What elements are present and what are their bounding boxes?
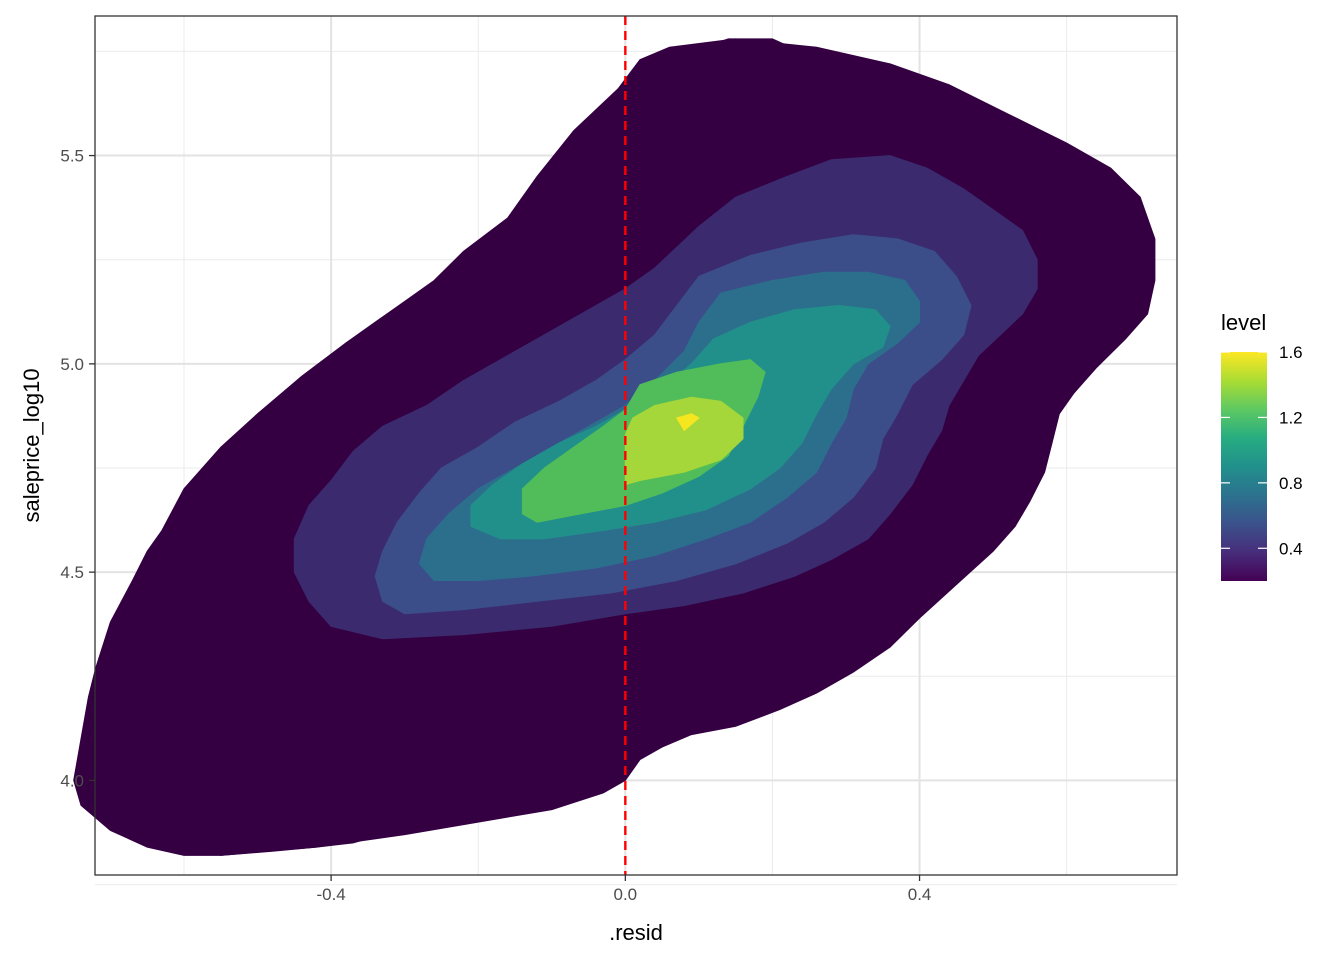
y-tick-label: 4.0 (60, 771, 84, 790)
legend-tick-label: 0.8 (1279, 474, 1303, 493)
x-tick-label: 0.4 (908, 885, 932, 904)
y-axis-title: saleprice_log10 (19, 368, 44, 522)
panel-border (94, 15, 1178, 876)
y-axis: 4.0 4.5 5.0 5.5 (60, 147, 95, 790)
legend-tick-label: 1.2 (1279, 408, 1303, 427)
x-axis: -0.4 0.0 0.4 (316, 875, 931, 904)
legend-title: level (1221, 310, 1266, 335)
contour-band-level-1 (809, 325, 825, 332)
y-tick-label: 5.5 (60, 147, 84, 166)
x-axis-title: .resid (609, 920, 663, 945)
legend-tick-label: 0.4 (1279, 539, 1303, 558)
legend-colorbar (1221, 352, 1267, 581)
legend: level 0.4 0.8 1.2 1.6 (1221, 310, 1303, 581)
contour-band-level-1_4 (624, 396, 744, 486)
legend-tick-label: 1.6 (1279, 343, 1303, 362)
y-tick-label: 5.0 (60, 355, 84, 374)
contour-bands (73, 38, 1156, 856)
legend-ticks: 0.4 0.8 1.2 1.6 (1221, 343, 1303, 558)
contour-band-level-1_6 (676, 413, 700, 432)
x-tick-label: 0.0 (614, 885, 638, 904)
x-tick-label: -0.4 (316, 885, 345, 904)
y-tick-label: 4.5 (60, 563, 84, 582)
